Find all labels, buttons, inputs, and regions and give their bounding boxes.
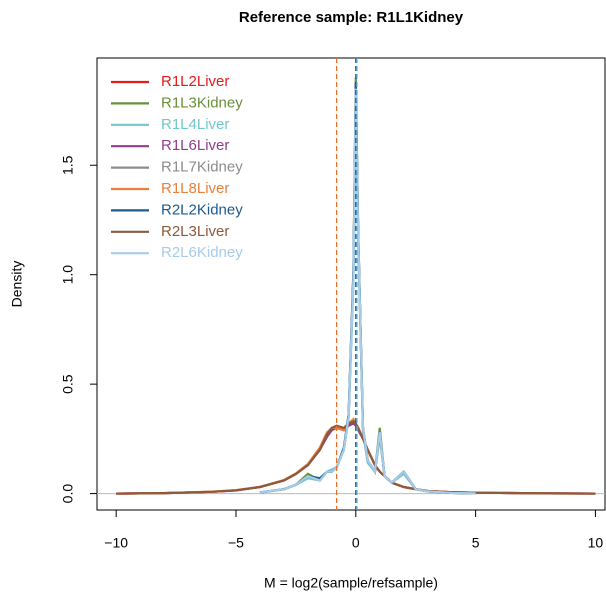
legend-label: R2L2Kidney bbox=[161, 201, 243, 218]
density-line bbox=[259, 99, 476, 495]
chart-title: Reference sample: R1L1Kidney bbox=[239, 9, 464, 26]
legend-label: R1L4Liver bbox=[161, 116, 229, 133]
legend-label: R1L2Liver bbox=[161, 73, 229, 90]
legend-label: R1L3Kidney bbox=[161, 94, 243, 111]
x-tick-label: −10 bbox=[104, 535, 128, 551]
y-tick-label: 0.0 bbox=[60, 484, 76, 504]
legend-label: R1L8Liver bbox=[161, 180, 229, 197]
x-tick-label: 10 bbox=[588, 535, 604, 551]
plot-frame bbox=[96, 57, 606, 511]
x-tick-label: 0 bbox=[352, 535, 360, 551]
density-line bbox=[259, 77, 476, 495]
legend-label: R2L3Liver bbox=[161, 223, 229, 240]
y-tick-label: 0.5 bbox=[60, 374, 76, 394]
legend-label: R1L6Liver bbox=[161, 137, 229, 154]
density-line bbox=[259, 88, 476, 495]
y-tick-label: 1.5 bbox=[60, 155, 76, 175]
legend-label: R1L7Kidney bbox=[161, 159, 243, 176]
density-line bbox=[259, 82, 476, 495]
x-tick-label: −5 bbox=[228, 535, 244, 551]
x-tick-label: 5 bbox=[472, 535, 480, 551]
y-axis-label: Density bbox=[9, 261, 25, 308]
legend-label: R2L6Kidney bbox=[161, 244, 243, 261]
x-axis-label: M = log2(sample/refsample) bbox=[264, 575, 438, 591]
density-line bbox=[259, 88, 476, 495]
y-tick-label: 1.0 bbox=[60, 265, 76, 285]
